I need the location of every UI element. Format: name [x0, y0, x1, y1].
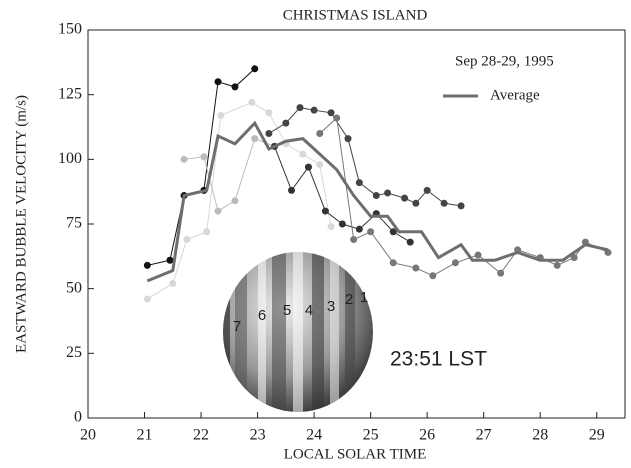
legend-label: Average: [490, 87, 540, 103]
point: [183, 236, 191, 244]
x-tick-label: 21: [137, 427, 153, 444]
point: [401, 194, 409, 202]
point: [457, 202, 465, 210]
point: [299, 150, 307, 158]
y-axis-label: EASTWARD BUBBLE VELOCITY (m/s): [13, 95, 29, 353]
point: [296, 104, 304, 112]
series-line: [184, 137, 275, 212]
point: [143, 295, 151, 303]
point: [429, 272, 437, 280]
point: [355, 179, 363, 187]
point: [304, 163, 312, 171]
point: [389, 259, 397, 267]
point: [310, 106, 318, 114]
annotation: 23:51 LST: [390, 348, 487, 371]
point: [214, 78, 222, 86]
legend-title: Sep 28-29, 1995: [455, 53, 554, 69]
series-line: [268, 107, 462, 207]
point: [384, 189, 392, 197]
point: [474, 251, 482, 259]
point: [327, 223, 335, 231]
point: [412, 199, 420, 207]
point: [344, 135, 352, 143]
point: [265, 109, 273, 117]
point: [570, 254, 578, 262]
inset-label: 6: [258, 307, 266, 324]
point: [166, 256, 174, 264]
point: [497, 269, 505, 277]
point: [389, 228, 397, 236]
point: [338, 220, 346, 228]
series-line: [147, 68, 256, 266]
point: [316, 161, 324, 169]
inset-label: 7: [233, 318, 241, 335]
point: [451, 259, 459, 267]
point: [355, 225, 363, 233]
inset-label: 5: [283, 302, 291, 319]
point: [316, 129, 324, 137]
point: [143, 261, 151, 269]
y-tick-label: 100: [58, 150, 82, 167]
point: [321, 207, 329, 215]
point: [265, 129, 273, 137]
point: [367, 228, 375, 236]
x-tick-label: 22: [193, 427, 209, 444]
series-line: [319, 116, 609, 277]
point: [372, 192, 380, 200]
series-line: [146, 120, 609, 283]
point: [423, 186, 431, 194]
point: [180, 155, 188, 163]
x-tick-label: 24: [306, 427, 322, 444]
chart-title: CHRISTMAS ISLAND: [283, 7, 428, 23]
inset-label: 3: [327, 298, 335, 315]
point: [333, 114, 341, 122]
point: [553, 261, 561, 269]
point: [217, 111, 225, 119]
point: [200, 153, 208, 161]
point: [287, 186, 295, 194]
x-tick-label: 25: [363, 427, 379, 444]
y-tick-label: 0: [74, 409, 82, 426]
point: [350, 236, 358, 244]
x-tick-label: 23: [250, 427, 266, 444]
point: [248, 98, 256, 106]
inset-image: [223, 252, 373, 412]
x-tick-label: 26: [419, 427, 435, 444]
point: [169, 279, 177, 287]
point: [231, 83, 239, 91]
point: [412, 264, 420, 272]
point: [231, 197, 239, 205]
y-tick-label: 50: [66, 279, 82, 296]
x-tick-label: 20: [80, 427, 96, 444]
point: [214, 207, 222, 215]
y-tick-label: 150: [58, 21, 82, 38]
y-tick-label: 25: [66, 344, 82, 361]
point: [282, 119, 290, 127]
point: [327, 109, 335, 117]
x-tick-label: 29: [589, 427, 605, 444]
point: [203, 228, 211, 236]
x-axis-label: LOCAL SOLAR TIME: [284, 446, 427, 462]
inset-label: 2: [345, 291, 353, 308]
point: [406, 238, 414, 246]
point: [251, 135, 259, 143]
x-tick-label: 28: [532, 427, 548, 444]
point: [251, 65, 259, 73]
y-tick-label: 125: [58, 85, 82, 102]
point: [440, 199, 448, 207]
y-tick-label: 75: [66, 215, 82, 232]
x-tick-label: 27: [476, 427, 492, 444]
inset-label: 1: [360, 289, 368, 306]
inset-label: 4: [305, 302, 313, 319]
